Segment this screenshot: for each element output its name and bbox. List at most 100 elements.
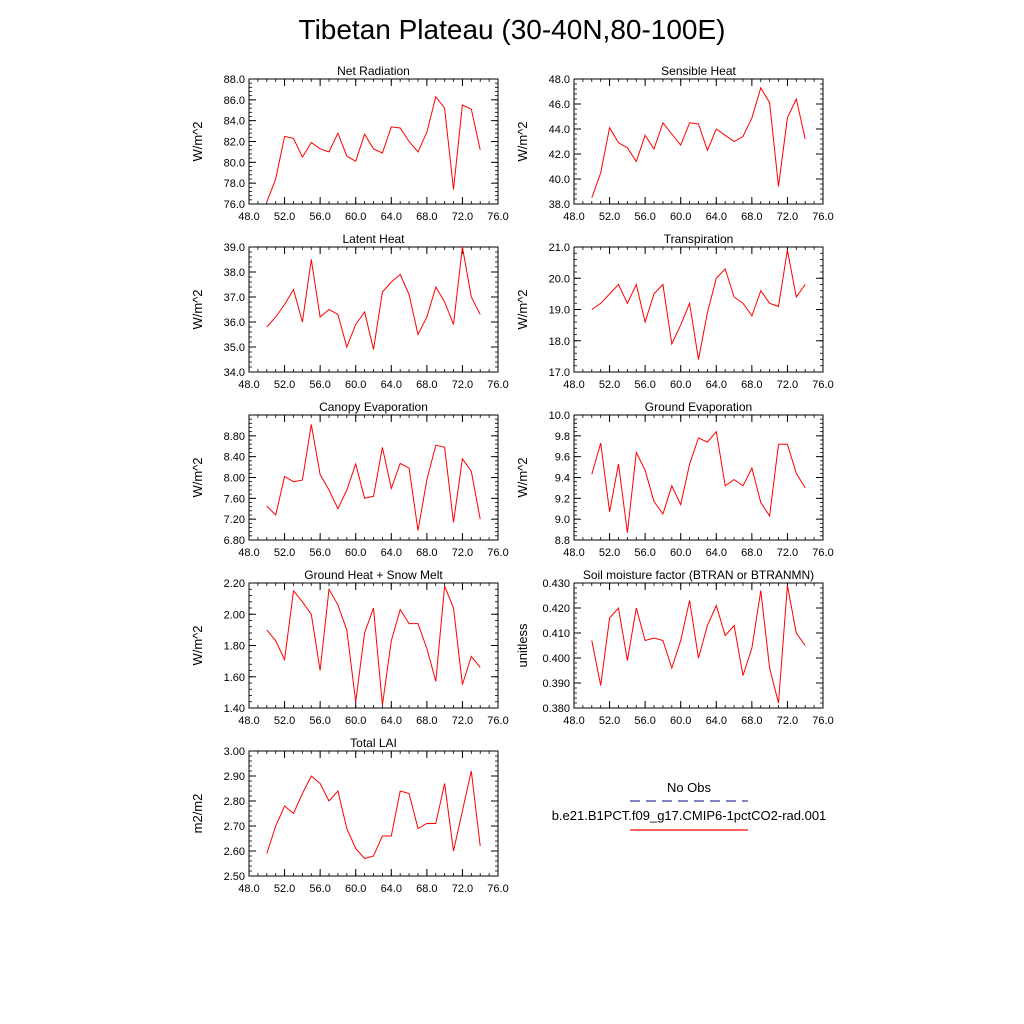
x-tick-label: 52.0 [599, 547, 620, 559]
y-tick-label: 86.0 [224, 95, 245, 107]
x-tick-label: 68.0 [741, 715, 762, 727]
chart-panel: 48.0 52.0 56.0 60.0 64.0 68.0 72.0 76.0 76.0 78.0… [190, 64, 509, 223]
y-tick-label: 9.0 [555, 514, 570, 526]
x-tick-label: 68.0 [741, 211, 762, 223]
y-tick-label: 44.0 [549, 124, 570, 136]
figure-title: Tibetan Plateau (30-40N,80-100E) [299, 14, 726, 45]
y-tick-label: 80.0 [224, 157, 245, 169]
panel-title: Transpiration [664, 232, 734, 246]
panel-title: Total LAI [350, 736, 397, 750]
series-line [591, 250, 806, 360]
x-tick-label: 68.0 [416, 379, 437, 391]
x-tick-label: 56.0 [309, 883, 330, 895]
y-tick-label: 20.0 [549, 273, 570, 285]
x-tick-label: 56.0 [634, 379, 655, 391]
series-line [266, 424, 481, 531]
y-tick-label: 42.0 [549, 149, 570, 161]
x-tick-label: 76.0 [487, 547, 508, 559]
y-tick-label: 0.390 [542, 678, 570, 690]
x-tick-label: 68.0 [416, 715, 437, 727]
x-tick-label: 52.0 [274, 715, 295, 727]
x-tick-label: 48.0 [563, 211, 584, 223]
legend: No Obs b.e21.B1PCT.f09_g17.CMIP6-1pctCO2… [552, 780, 826, 831]
series-line [266, 770, 481, 860]
x-tick-label: 64.0 [381, 883, 402, 895]
x-tick-label: 72.0 [452, 379, 473, 391]
y-tick-label: 2.00 [224, 609, 245, 621]
y-tick-label: 21.0 [549, 242, 570, 254]
x-tick-label: 48.0 [238, 211, 259, 223]
chart-panel: 48.0 52.0 56.0 60.0 64.0 68.0 72.0 76.0 2.50 2.60… [190, 736, 509, 895]
y-tick-label: 46.0 [549, 99, 570, 111]
x-tick-label: 64.0 [706, 547, 727, 559]
x-tick-label: 72.0 [777, 211, 798, 223]
x-tick-label: 52.0 [274, 547, 295, 559]
chart-panel: 48.0 52.0 56.0 60.0 64.0 68.0 72.0 76.0 17.0 18.0… [515, 232, 834, 391]
x-tick-label: 68.0 [741, 379, 762, 391]
y-tick-label: 37.0 [224, 292, 245, 304]
y-tick-label: 9.4 [555, 473, 570, 485]
plot-frame [573, 78, 824, 205]
chart-panel: 48.0 52.0 56.0 60.0 64.0 68.0 72.0 76.0 1.40 1.60… [190, 568, 509, 727]
x-tick-label: 68.0 [416, 547, 437, 559]
series-line [266, 246, 481, 350]
x-tick-label: 48.0 [238, 883, 259, 895]
x-tick-label: 76.0 [812, 211, 833, 223]
chart-panel: 48.0 52.0 56.0 60.0 64.0 68.0 72.0 76.0 38.0 40.0… [515, 64, 834, 223]
series-line [591, 430, 806, 533]
y-tick-label: 3.00 [224, 746, 245, 758]
x-tick-label: 76.0 [812, 379, 833, 391]
x-tick-label: 56.0 [309, 547, 330, 559]
x-tick-label: 60.0 [345, 715, 366, 727]
x-tick-label: 60.0 [670, 379, 691, 391]
x-tick-label: 48.0 [238, 715, 259, 727]
x-tick-label: 72.0 [777, 715, 798, 727]
y-tick-label: 10.0 [549, 410, 570, 422]
y-tick-label: 38.0 [549, 199, 570, 211]
chart-panel: 48.0 52.0 56.0 60.0 64.0 68.0 72.0 76.0 8.8 9.0 9.… [515, 400, 834, 559]
y-tick-label: 9.6 [555, 452, 570, 464]
panels: 48.0 52.0 56.0 60.0 64.0 68.0 72.0 76.0 76.0 78.0… [190, 64, 834, 895]
y-axis-label: m2/m2 [190, 794, 205, 834]
x-tick-label: 72.0 [777, 547, 798, 559]
chart-panel: 48.0 52.0 56.0 60.0 64.0 68.0 72.0 76.0 6.80 7.20… [190, 400, 509, 559]
y-axis-label: W/m^2 [190, 457, 205, 497]
y-tick-label: 7.20 [224, 514, 245, 526]
x-tick-label: 68.0 [416, 211, 437, 223]
plot-frame [573, 414, 824, 541]
y-tick-label: 78.0 [224, 178, 245, 190]
x-tick-label: 48.0 [563, 547, 584, 559]
x-tick-label: 52.0 [599, 715, 620, 727]
y-tick-label: 8.40 [224, 452, 245, 464]
x-tick-label: 56.0 [309, 715, 330, 727]
y-tick-label: 0.400 [542, 653, 570, 665]
y-tick-label: 7.60 [224, 493, 245, 505]
y-axis-label: W/m^2 [190, 289, 205, 329]
x-tick-label: 56.0 [634, 211, 655, 223]
y-axis-label: W/m^2 [515, 457, 530, 497]
x-tick-label: 56.0 [634, 547, 655, 559]
plot-frame [573, 246, 824, 373]
y-tick-label: 1.40 [224, 703, 245, 715]
series-line [591, 86, 806, 198]
series-line [591, 585, 806, 704]
y-tick-label: 0.430 [542, 578, 570, 590]
x-tick-label: 76.0 [487, 883, 508, 895]
y-tick-label: 34.0 [224, 367, 245, 379]
x-tick-label: 60.0 [345, 547, 366, 559]
x-tick-label: 60.0 [670, 715, 691, 727]
y-axis-label: W/m^2 [515, 121, 530, 161]
y-tick-label: 2.70 [224, 821, 245, 833]
x-tick-label: 64.0 [706, 379, 727, 391]
panel-title: Ground Heat + Snow Melt [304, 568, 443, 582]
y-tick-label: 19.0 [549, 305, 570, 317]
y-tick-label: 76.0 [224, 199, 245, 211]
x-tick-label: 64.0 [706, 715, 727, 727]
y-axis-label: W/m^2 [190, 625, 205, 665]
panel-title: Sensible Heat [661, 64, 736, 78]
y-tick-label: 8.80 [224, 431, 245, 443]
y-tick-label: 8.00 [224, 473, 245, 485]
y-tick-label: 1.60 [224, 672, 245, 684]
y-tick-label: 36.0 [224, 317, 245, 329]
